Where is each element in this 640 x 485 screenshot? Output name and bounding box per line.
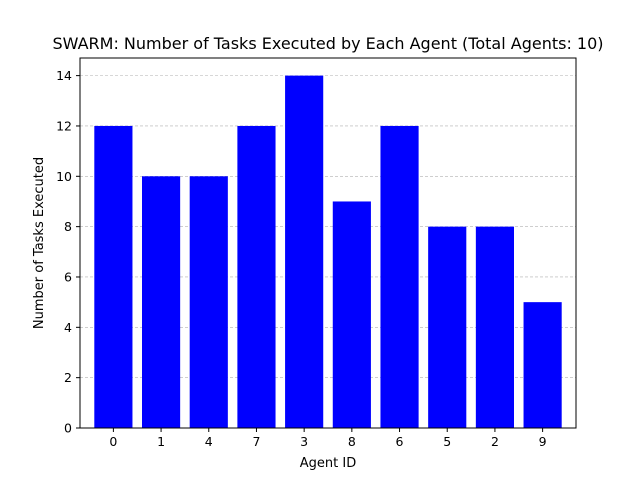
y-tick-label: 8 xyxy=(64,219,72,234)
y-axis-ticks: 0 2 4 6 8 10 12 14 xyxy=(56,68,80,436)
y-tick-label: 4 xyxy=(64,320,72,335)
y-tick-label: 0 xyxy=(64,421,72,436)
chart-title: SWARM: Number of Tasks Executed by Each … xyxy=(52,34,603,53)
bar-agent-4 xyxy=(189,176,228,428)
bar-agent-7 xyxy=(237,125,276,429)
y-axis-label: Number of Tasks Executed xyxy=(32,157,47,329)
bar-agent-3 xyxy=(285,75,324,428)
x-axis-label: Agent ID xyxy=(300,456,356,471)
x-tick-label: 6 xyxy=(396,434,404,449)
x-tick-label: 9 xyxy=(539,434,547,449)
bar-agent-1 xyxy=(142,176,181,428)
x-tick-label: 3 xyxy=(300,434,308,449)
x-tick-label: 1 xyxy=(157,434,165,449)
x-tick-label: 7 xyxy=(252,434,260,449)
y-tick-label: 10 xyxy=(56,169,72,184)
bar-agent-2 xyxy=(475,226,514,428)
bar-agent-6 xyxy=(380,125,419,429)
y-tick-label: 2 xyxy=(64,370,72,385)
x-tick-label: 4 xyxy=(205,434,213,449)
x-tick-label: 8 xyxy=(348,434,356,449)
y-tick-label: 14 xyxy=(56,68,72,83)
bar-agent-0 xyxy=(94,125,133,429)
bars xyxy=(94,75,562,429)
y-tick-label: 6 xyxy=(64,269,72,284)
plot-frame xyxy=(79,57,577,429)
bar-agent-8 xyxy=(332,201,371,428)
y-tick-label: 12 xyxy=(56,118,72,133)
x-tick-label: 0 xyxy=(109,434,117,449)
bar-agent-5 xyxy=(428,226,467,428)
x-tick-label: 2 xyxy=(491,434,499,449)
bar-agent-9 xyxy=(523,302,562,428)
x-tick-label: 5 xyxy=(443,434,451,449)
x-axis-ticks: 0 1 4 7 3 8 6 5 2 9 xyxy=(109,428,547,449)
